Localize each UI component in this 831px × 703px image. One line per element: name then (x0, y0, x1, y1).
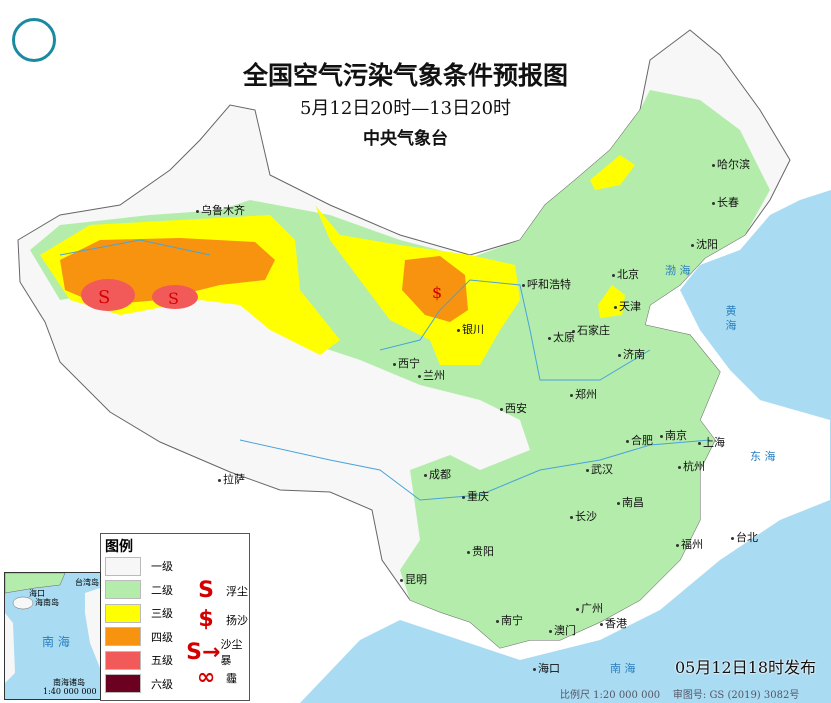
city-label: 乌鲁木齐 (196, 202, 245, 218)
legend-title: 图例 (105, 539, 133, 555)
legend-swatch (105, 603, 141, 623)
yellow-river (379, 279, 651, 381)
sand-symbol: $ (432, 283, 442, 302)
scale-approval: 比例尺 1:20 000 000 审图号: GS (2019) 3082号 (560, 686, 799, 701)
inset-sea: 南 海 (42, 635, 70, 649)
city-label: 西宁 (393, 355, 420, 371)
legend-swatch (105, 627, 141, 646)
map-title: 全国空气污染气象条件预报图 (242, 61, 568, 90)
city-label: 澳门 (549, 622, 576, 638)
blowing-sand-icon: $ (198, 607, 214, 632)
city-label: 石家庄 (572, 322, 610, 338)
inset-scale: 1:40 000 000 (43, 687, 97, 696)
city-label: 兰州 (418, 367, 445, 383)
sandstorm-icon: S→ (186, 639, 221, 665)
legend-swatch (105, 556, 141, 576)
city-label: 上海 (698, 434, 725, 450)
city-label: 天津 (614, 298, 641, 314)
legend-level-label: 二级 (151, 583, 173, 597)
city-label: 沈阳 (691, 236, 718, 252)
city-label: 北京 (612, 266, 639, 282)
floating-dust-icon: S (198, 578, 214, 603)
city-label: 贵阳 (467, 543, 494, 559)
level-3-zone-heilongjiang (590, 155, 635, 190)
sea-label-huanghai: 黄 海 (724, 305, 737, 331)
city-label: 哈尔滨 (712, 156, 750, 172)
legend-level-5: 五级 (105, 650, 173, 670)
city-label: 银川 (457, 321, 484, 337)
city-label: 南宁 (496, 612, 523, 628)
city-label: 济南 (618, 346, 645, 362)
tarim-river (59, 239, 211, 256)
city-label: 西安 (500, 400, 527, 416)
legend-symbol-label: 扬沙 (226, 613, 248, 627)
level-5-zone-b (152, 285, 198, 309)
legend-level-label: 一级 (151, 560, 173, 573)
dust-symbol-1: S (98, 287, 110, 308)
legend-symbol-row: ∞ 霾 (186, 665, 237, 690)
dust-symbol-2: S (168, 289, 179, 308)
legend-level-1: 一级 (105, 556, 173, 576)
legend-level-4: 四级 (105, 627, 173, 646)
legend-level-label: 五级 (151, 654, 173, 667)
legend-symbol-label: 沙尘暴 (220, 638, 243, 667)
city-label: 太原 (548, 329, 575, 345)
city-label: 拉萨 (218, 471, 245, 487)
city-label: 南京 (660, 427, 687, 443)
city-label: 福州 (676, 536, 703, 552)
legend-swatch (105, 650, 141, 670)
city-label: 呼和浩特 (522, 276, 571, 292)
city-label: 重庆 (462, 488, 489, 504)
legend-level-6: 六级 (105, 674, 173, 693)
legend-level-label: 四级 (151, 630, 173, 644)
legend-level-3: 三级 (105, 603, 173, 623)
level-5-zone-a (81, 279, 135, 311)
inset-islands: 南海诸岛 (53, 678, 85, 687)
map-scale: 比例尺 1:20 000 000 (560, 690, 661, 701)
city-label: 武汉 (586, 461, 613, 477)
issuer: 中央气象台 (363, 129, 448, 149)
level-4-zone-innermongolia (402, 256, 468, 322)
forecast-period: 5月12日20时—13日20时 (299, 98, 512, 119)
legend-symbol-label: 霾 (226, 671, 237, 685)
legend-swatch (105, 674, 141, 693)
sea-label-bohai: 渤 海 (665, 264, 691, 277)
legend-level-label: 六级 (151, 677, 173, 691)
city-label: 杭州 (678, 458, 705, 474)
issue-time: 05月12日18时发布 (675, 658, 817, 677)
city-label: 长沙 (570, 508, 597, 524)
legend-level-2: 二级 (105, 580, 173, 599)
city-label: 台北 (731, 529, 758, 545)
city-label: 合肥 (626, 432, 653, 448)
cma-logo-icon (12, 18, 56, 62)
legend-level-label: 三级 (151, 607, 173, 620)
city-label: 香港 (600, 615, 627, 631)
approval-number: 审图号: GS (2019) 3082号 (672, 690, 800, 701)
city-label: 南昌 (617, 494, 644, 510)
legend-symbol-row: S→ 沙尘暴 (186, 636, 249, 668)
legend-symbol-row: $ 扬沙 (186, 607, 248, 632)
inset-taiwan: 台湾岛 (75, 578, 99, 587)
south-china-sea-inset: 海口 海南岛 台湾岛 南 海 南海诸岛 1:40 000 000 (4, 572, 101, 700)
city-label: 郑州 (570, 386, 597, 402)
city-label: 海口 (533, 660, 560, 676)
haze-icon: ∞ (196, 665, 216, 690)
legend-symbol-label: 浮尘 (226, 584, 248, 598)
sea-label-nanhai: 南 海 (610, 662, 636, 675)
legend-swatch (105, 580, 141, 599)
inset-hainan: 海南岛 (35, 598, 59, 607)
city-label: 长春 (712, 194, 739, 210)
legend: 图例 一级 二级 三级 四级 五级 六级 S 浮尘 $ 扬沙 S→ 沙尘暴 ∞ 霾 (100, 533, 250, 701)
legend-symbol-row: S 浮尘 (186, 578, 248, 603)
sea-label-donghai: 东 海 (750, 450, 776, 463)
city-label: 昆明 (400, 571, 427, 587)
inset-haikou: 海口 (29, 589, 45, 598)
city-label: 广州 (576, 600, 603, 616)
city-label: 成都 (424, 466, 451, 482)
